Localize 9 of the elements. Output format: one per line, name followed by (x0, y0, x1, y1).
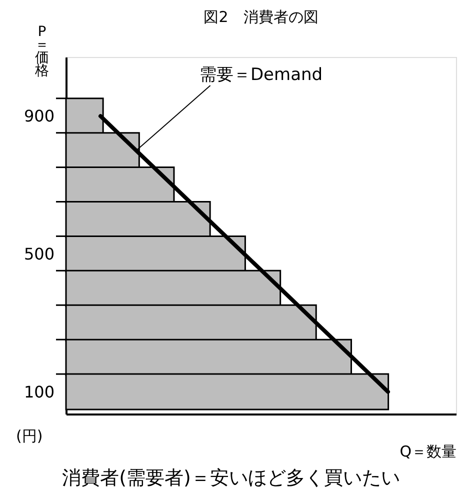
y-axis-title: P＝価格 (34, 24, 49, 79)
y-tick-label: 900 (24, 106, 54, 126)
chart-title: 図2 消費者の図 (204, 8, 318, 26)
y-tick-label: 500 (24, 244, 54, 264)
text: 需要＝Demand (199, 64, 323, 85)
text: 消費者(需要者)＝安いほど多く買いたい (62, 467, 400, 489)
text: (円) (16, 427, 43, 445)
y-tick-label: 100 (24, 382, 54, 402)
x-axis-title: Q＝数量 (400, 442, 456, 460)
